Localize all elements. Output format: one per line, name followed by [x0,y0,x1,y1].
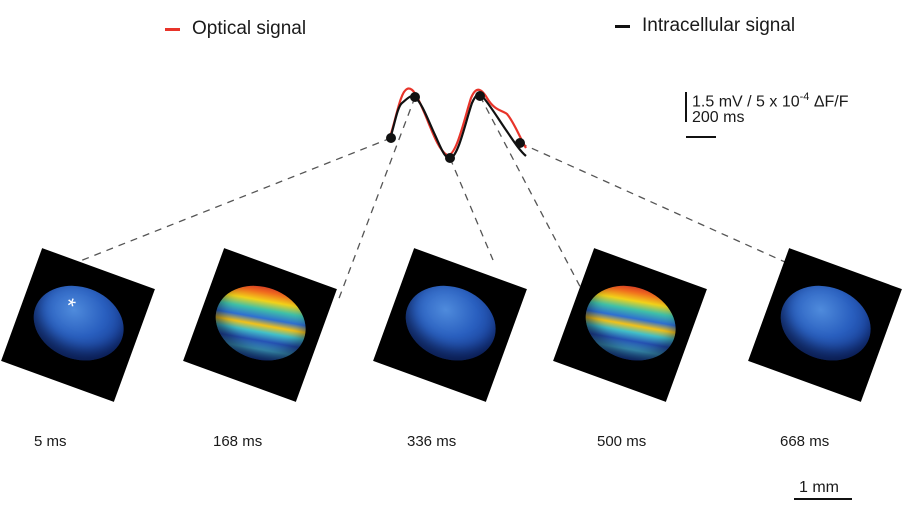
connector-line [449,157,494,261]
legend-optical-label: Optical signal [192,18,307,39]
sample-point [445,153,455,163]
time-scale-label: 200 ms [692,109,745,126]
legend-intracellular-label: Intracellular signal [642,15,796,36]
optical-trace [387,87,527,157]
amplitude-exponent: -4 [799,91,810,103]
activity-map [395,273,507,373]
amplitude-unit: ΔF/F [813,93,849,111]
legend-intracellular: Intracellular signal [615,15,795,37]
panel-time-label: 668 ms [780,433,830,450]
amplitude-scale-label: 1.5 mV / 5 x 10-4 ΔF/F [692,88,849,111]
distance-scale-label: 1 mm [799,479,839,496]
sample-point [386,133,396,143]
optical-swatch [165,27,180,31]
connector-line [519,142,786,263]
activity-map [770,273,882,373]
amplitude-text: 1.5 mV / 5 x 10 [692,93,800,111]
sample-point [410,92,420,102]
connector-line [74,137,392,264]
sample-point [515,138,525,148]
panel-time-label: 168 ms [213,433,263,450]
connector-line [337,96,416,302]
intracellular-trace [387,93,527,160]
connector-line [479,95,586,297]
activity-map [205,273,317,373]
sample-point [475,91,485,101]
activity-map [575,273,687,373]
panel-time-label: 336 ms [407,433,457,450]
intracellular-swatch [615,24,630,28]
panel-time-label: 5 ms [34,433,67,450]
panel-time-label: 500 ms [597,433,647,450]
legend-optical: Optical signal [165,18,306,40]
activity-map [23,273,135,373]
